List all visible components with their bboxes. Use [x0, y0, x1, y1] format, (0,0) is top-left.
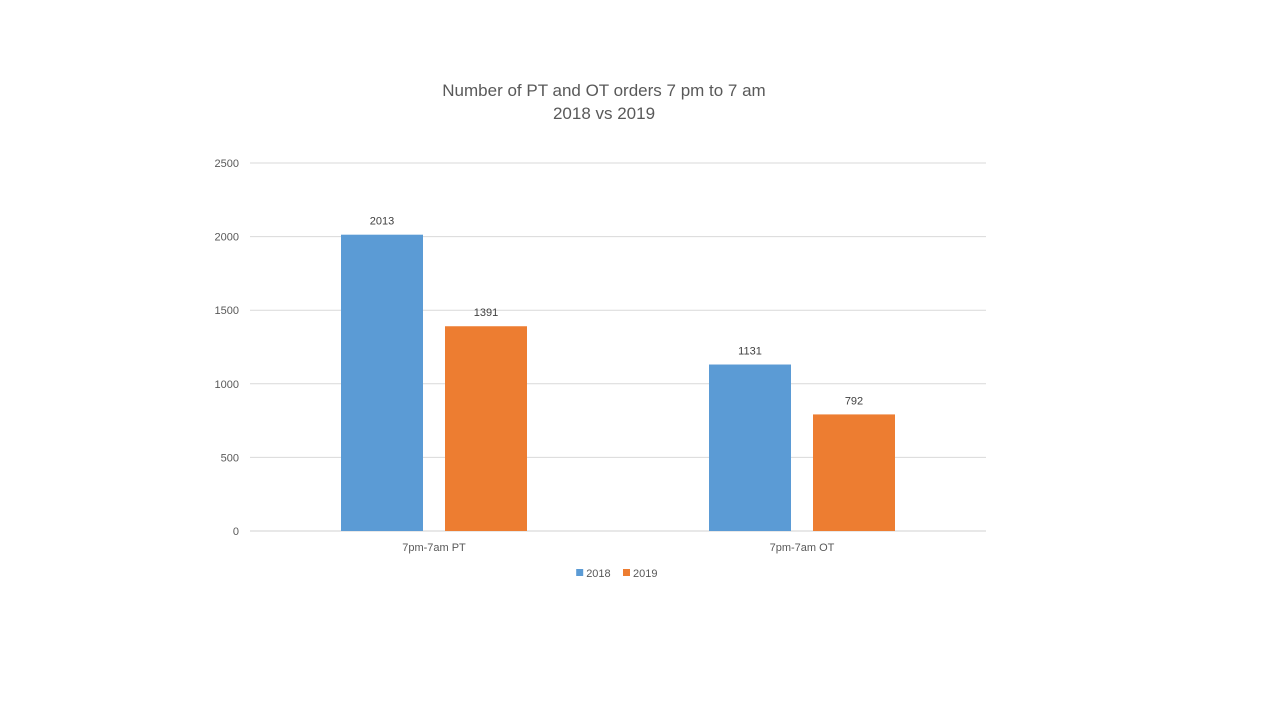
y-tick-label: 2500: [215, 158, 239, 170]
chart-title: Number of PT and OT orders 7 pm to 7 am: [442, 81, 766, 100]
y-tick-label: 500: [221, 452, 239, 464]
legend-swatch-2018: [576, 569, 584, 576]
bar-2018: [709, 364, 791, 531]
category-label: 7pm-7am OT: [770, 542, 835, 554]
bar-2018: [341, 234, 423, 531]
y-tick-label: 0: [233, 526, 239, 538]
category-label: 7pm-7am PT: [402, 542, 466, 554]
legend-label: 2019: [633, 568, 657, 580]
legend-label: 2018: [586, 568, 610, 580]
data-label: 2013: [370, 216, 394, 228]
bar-2019: [813, 414, 895, 531]
y-tick-label: 1000: [215, 379, 239, 391]
bar-2019: [445, 326, 527, 531]
chart-subtitle: 2018 vs 2019: [552, 104, 656, 123]
data-label: 1391: [474, 307, 498, 319]
y-tick-label: 2000: [215, 232, 239, 244]
data-label: 1131: [738, 346, 762, 358]
data-label: 792: [845, 395, 863, 407]
y-tick-label: 1500: [215, 305, 239, 317]
legend-swatch-2019: [623, 569, 630, 576]
